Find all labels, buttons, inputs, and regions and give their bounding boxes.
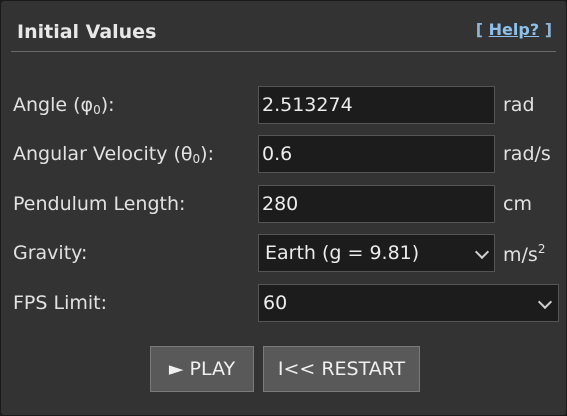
pendulum-length-input[interactable]	[258, 185, 495, 223]
gravity-label: Gravity:	[13, 242, 88, 264]
angular-velocity-unit: rad/s	[503, 143, 551, 165]
play-button[interactable]: ► PLAY	[150, 346, 254, 392]
help-control: [ Help? ]	[476, 20, 552, 39]
gravity-selected-value: Earth (g = 9.81)	[265, 242, 420, 264]
angular-velocity-row: Angular Velocity (θ0): rad/s	[1, 135, 566, 175]
fps-limit-row: FPS Limit: 60	[1, 284, 566, 324]
angle-label: Angle (φ0):	[13, 94, 115, 117]
fps-limit-select[interactable]: 60	[258, 284, 559, 322]
chevron-down-icon	[474, 244, 490, 260]
angular-velocity-label: Angular Velocity (θ0):	[13, 143, 214, 166]
angle-row: Angle (φ0): rad	[1, 86, 566, 126]
panel-title: Initial Values	[17, 21, 157, 43]
angular-velocity-input[interactable]	[258, 135, 495, 173]
pendulum-length-row: Pendulum Length: cm	[1, 185, 566, 225]
gravity-unit: m/s2	[503, 242, 546, 266]
gravity-row: Gravity: Earth (g = 9.81) m/s2	[1, 234, 566, 274]
pendulum-length-label: Pendulum Length:	[13, 193, 186, 215]
angle-input[interactable]	[258, 86, 495, 124]
restart-button[interactable]: I<< RESTART	[263, 346, 420, 392]
play-label: PLAY	[189, 358, 236, 380]
chevron-down-icon	[537, 294, 553, 310]
help-link[interactable]: Help?	[488, 20, 540, 39]
panel-header: Initial Values [ Help? ]	[11, 15, 556, 52]
help-close-bracket: ]	[544, 20, 552, 39]
angle-unit: rad	[503, 94, 535, 116]
help-open-bracket: [	[475, 20, 484, 39]
pendulum-length-unit: cm	[503, 193, 532, 215]
restart-label: I<< RESTART	[277, 358, 406, 380]
play-icon: ►	[168, 358, 184, 380]
fps-limit-selected-value: 60	[263, 292, 288, 314]
gravity-select[interactable]: Earth (g = 9.81)	[258, 234, 495, 272]
fps-limit-label: FPS Limit:	[13, 292, 107, 314]
